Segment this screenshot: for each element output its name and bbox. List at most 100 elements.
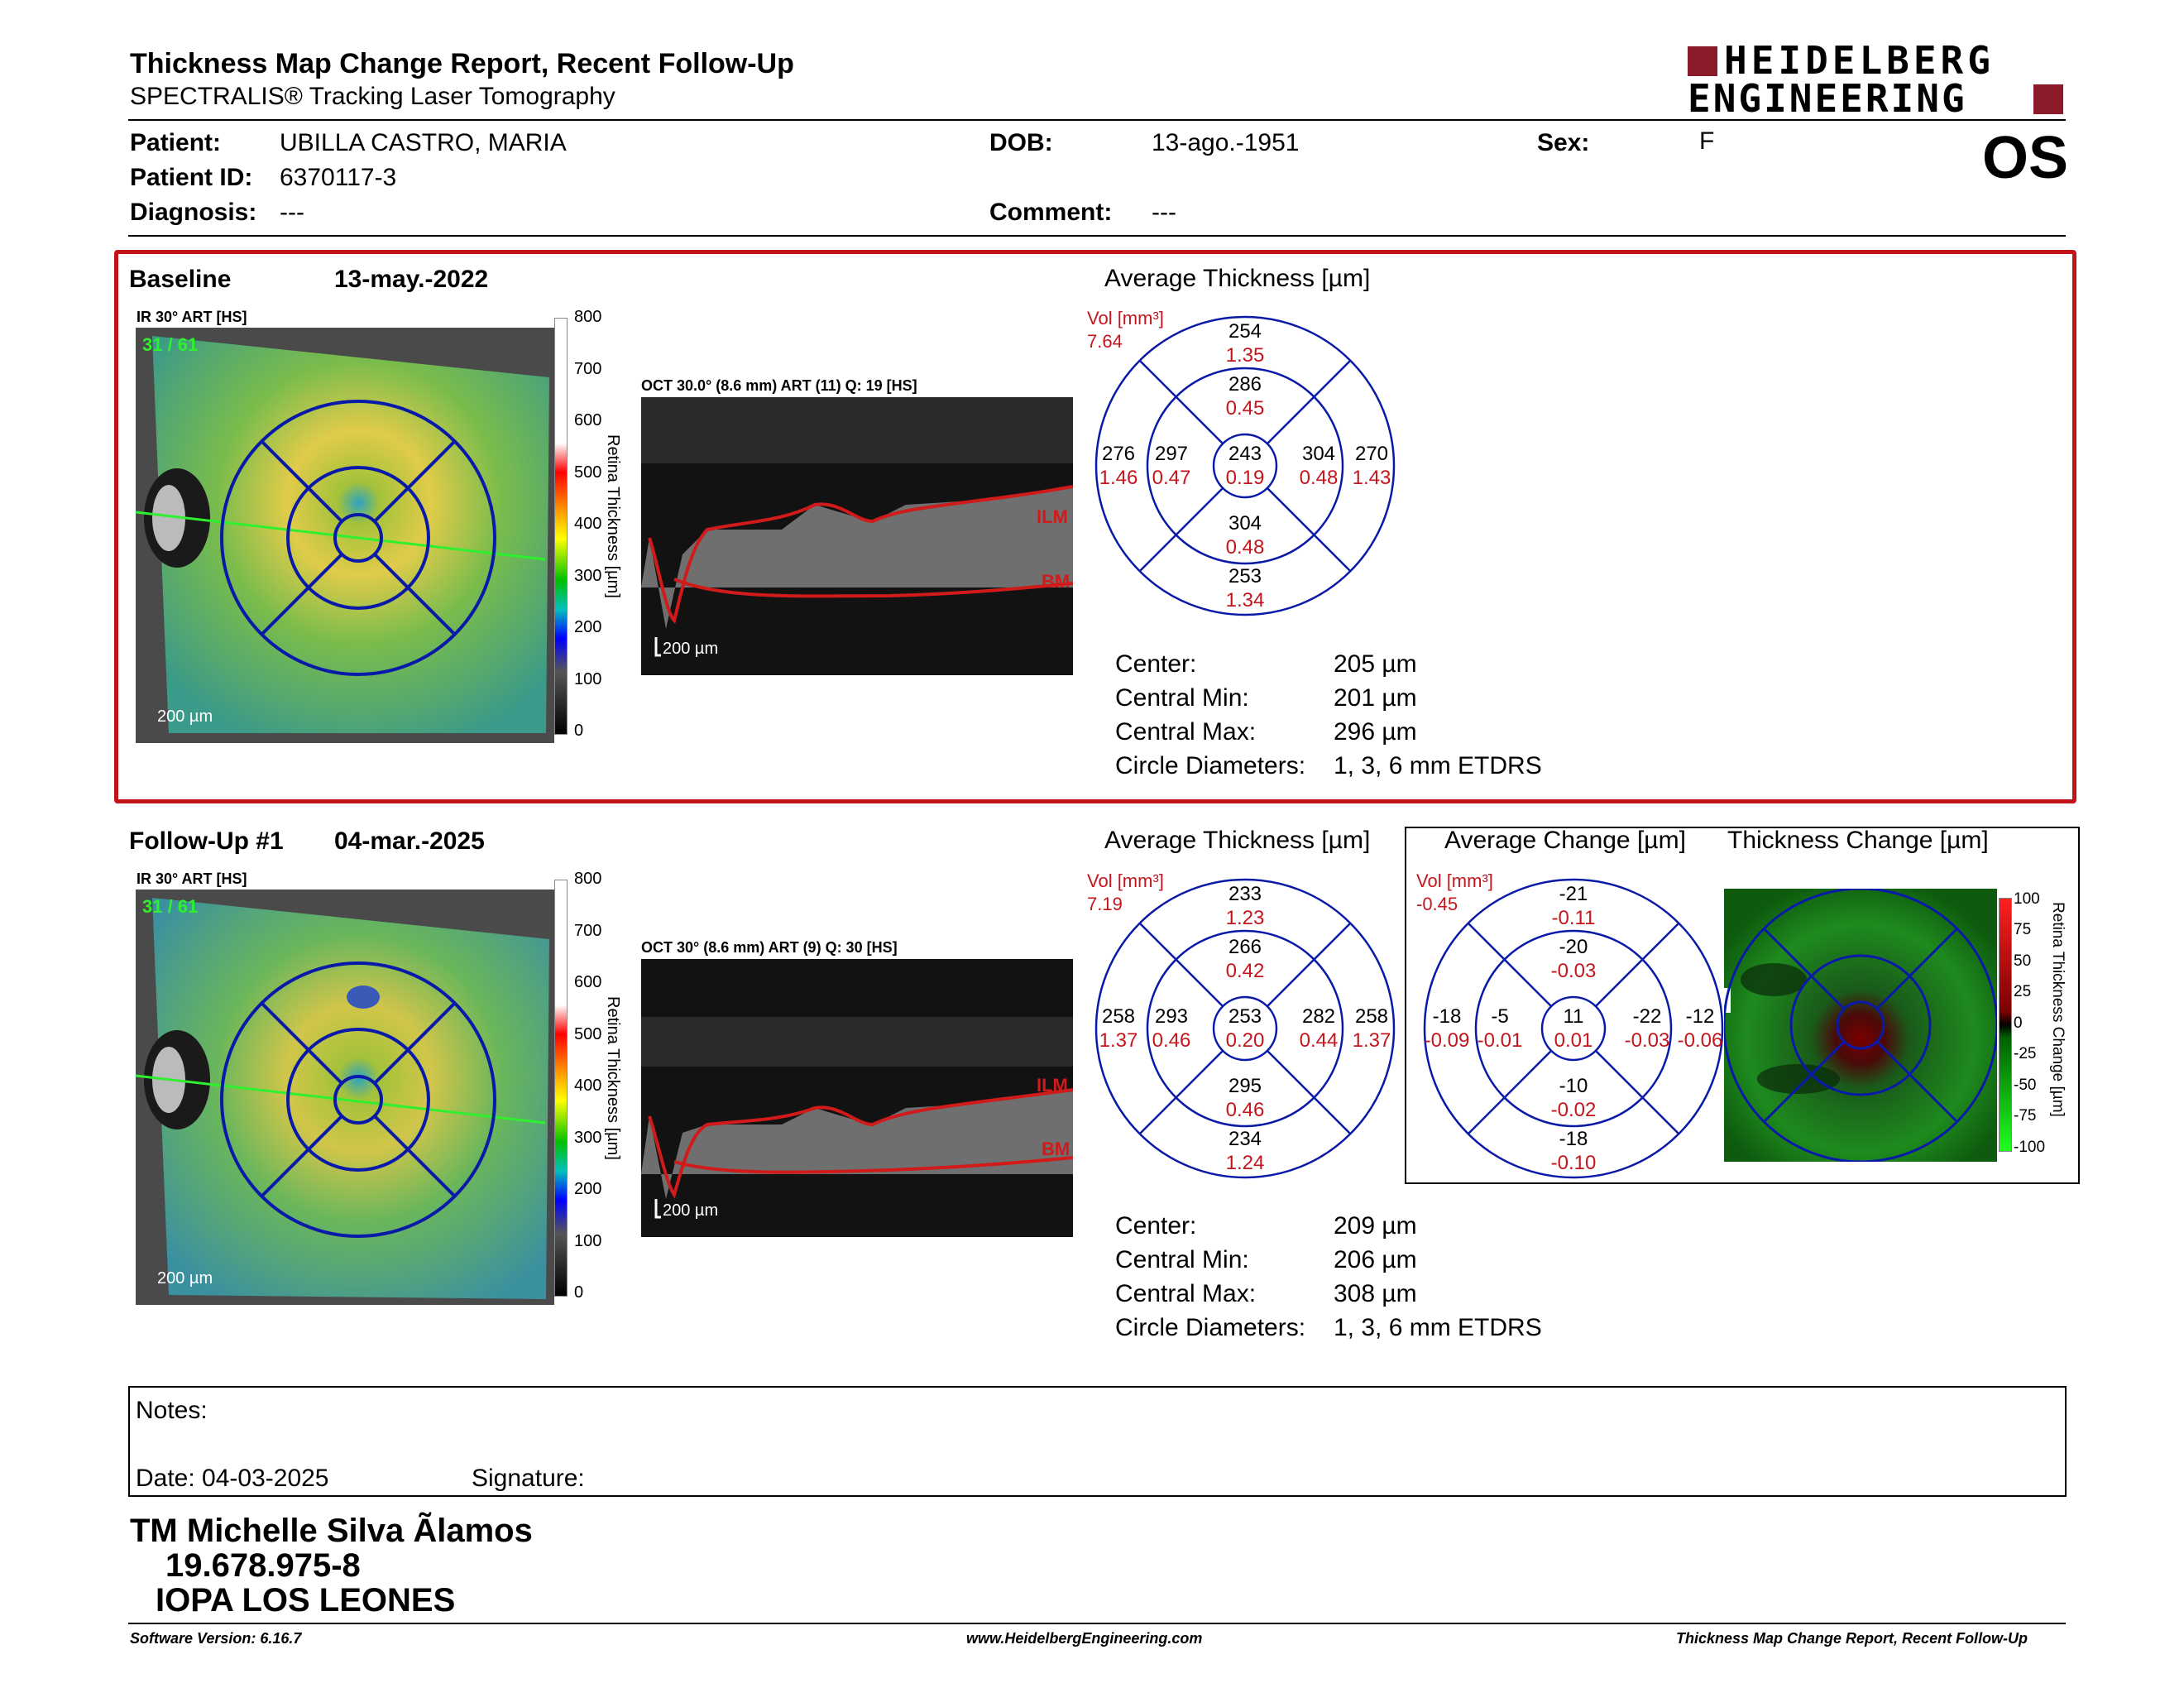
eye-indicator: OS bbox=[1982, 125, 2069, 191]
baseline-etdrs-grid: 2541.352860.452430.193040.482531.342761.… bbox=[1094, 315, 1396, 616]
scale-tick-label: 500 bbox=[574, 1024, 602, 1043]
scale-tick-label: 700 bbox=[574, 359, 602, 378]
followup-color-scale bbox=[554, 880, 568, 1297]
grid-outer-left-thickness: 258 bbox=[1102, 1005, 1135, 1028]
change-color-scale bbox=[1999, 898, 2012, 1152]
grid-outer-bottom-volume: 1.34 bbox=[1226, 589, 1265, 611]
followup-ilm-label: ILM bbox=[1037, 1075, 1068, 1096]
report-title: Thickness Map Change Report, Recent Foll… bbox=[130, 48, 794, 79]
patient-id-label: Patient ID: bbox=[130, 164, 253, 191]
signature-name: TM Michelle Silva Ãlamos bbox=[130, 1513, 533, 1549]
change-etdrs-grid: -21-0.11-20-0.03110.01-10-0.02-18-0.10-1… bbox=[1423, 878, 1724, 1179]
footer-website[interactable]: www.HeidelbergEngineering.com bbox=[966, 1630, 1203, 1647]
grid-outer-left-thickness: 276 bbox=[1102, 443, 1135, 465]
grid-inner-left-volume: 0.46 bbox=[1152, 1029, 1191, 1052]
followup-bm-label: BM bbox=[1042, 1139, 1070, 1159]
scale-tick-label: 800 bbox=[574, 308, 602, 326]
patient-divider bbox=[128, 235, 2066, 237]
grid-inner-left-thickness: 297 bbox=[1155, 443, 1188, 465]
scale-tick-label: 200 bbox=[574, 618, 602, 636]
heidelberg-logo: HEIDELBERG ENGINEERING bbox=[1688, 38, 2068, 121]
followup-min-label: Central Min: bbox=[1115, 1246, 1249, 1273]
change-grid-center-thickness: 11 bbox=[1564, 1005, 1584, 1028]
change-vol-value: -0.45 bbox=[1416, 894, 1458, 914]
logo-line1: HEIDELBERG bbox=[1724, 38, 1995, 83]
scale-tick-label: 100 bbox=[2014, 890, 2040, 908]
followup-vol-value: 7.19 bbox=[1087, 894, 1123, 914]
grid-inner-bottom-thickness: 304 bbox=[1228, 512, 1262, 535]
change-grid-title: Average Change [µm] bbox=[1444, 827, 1686, 854]
followup-frame-counter: 31 / 61 bbox=[142, 896, 198, 917]
sex-label: Sex: bbox=[1537, 129, 1590, 156]
followup-ir-caption: IR 30° ART [HS] bbox=[136, 870, 247, 887]
scale-tick-label: 400 bbox=[574, 1077, 602, 1095]
grid-outer-top-thickness: 254 bbox=[1228, 320, 1262, 343]
notes-signature-label: Signature: bbox=[472, 1465, 585, 1492]
followup-thickness-map: 31 / 61 200 µm bbox=[136, 890, 554, 1305]
scale-tick-label: 300 bbox=[574, 1128, 602, 1147]
signature-id: 19.678.975-8 bbox=[165, 1547, 361, 1584]
baseline-ilm-label: ILM bbox=[1037, 506, 1068, 527]
footer-software-version: Software Version: 6.16.7 bbox=[130, 1630, 302, 1647]
grid-inner-top-thickness: 286 bbox=[1228, 373, 1262, 396]
change-grid-outer-bottom-volume: -0.10 bbox=[1551, 1152, 1597, 1174]
change-grid-outer-top-volume: -0.11 bbox=[1552, 907, 1596, 929]
followup-label: Follow-Up #1 bbox=[129, 827, 284, 855]
comment-label: Comment: bbox=[989, 199, 1113, 226]
baseline-circle-value: 1, 3, 6 mm ETDRS bbox=[1334, 752, 1542, 779]
header-divider bbox=[128, 119, 2066, 121]
scale-tick-label: 0 bbox=[574, 722, 584, 740]
grid-center-thickness: 243 bbox=[1228, 443, 1262, 465]
scale-tick-label: 600 bbox=[574, 973, 602, 991]
followup-etdrs-grid: 2331.232660.422530.202950.462341.242581.… bbox=[1094, 878, 1396, 1179]
followup-circle-label: Circle Diameters: bbox=[1115, 1314, 1306, 1341]
dob-value: 13-ago.-1951 bbox=[1152, 129, 1300, 156]
grid-outer-top-volume: 1.35 bbox=[1226, 344, 1265, 367]
change-grid-inner-left-volume: -0.01 bbox=[1478, 1029, 1523, 1052]
notes-box[interactable] bbox=[128, 1386, 2067, 1497]
baseline-map-scale-label: 200 µm bbox=[157, 707, 213, 726]
grid-inner-bottom-volume: 0.46 bbox=[1226, 1099, 1265, 1121]
baseline-center-value: 205 µm bbox=[1334, 650, 1417, 678]
scale-tick-label: -25 bbox=[2014, 1045, 2037, 1063]
diagnosis-value: --- bbox=[280, 199, 304, 226]
notes-date: Date: 04-03-2025 bbox=[136, 1465, 329, 1492]
followup-oct-scale-label: 200 µm bbox=[663, 1201, 718, 1220]
scale-tick-label: -75 bbox=[2014, 1107, 2037, 1125]
baseline-scale-title: Retina Thickness [µm] bbox=[604, 434, 622, 598]
logo-square-bottom bbox=[2033, 84, 2063, 114]
grid-outer-right-thickness: 270 bbox=[1355, 443, 1388, 465]
diagnosis-label: Diagnosis: bbox=[130, 199, 257, 226]
grid-inner-bottom-thickness: 295 bbox=[1228, 1075, 1262, 1097]
grid-outer-left-volume: 1.37 bbox=[1099, 1029, 1138, 1052]
change-scale-title: Retina Thickness Change [µm] bbox=[2049, 902, 2067, 1117]
patient-name: UBILLA CASTRO, MARIA bbox=[280, 129, 567, 156]
logo-square-top bbox=[1688, 46, 1717, 76]
followup-circle-value: 1, 3, 6 mm ETDRS bbox=[1334, 1314, 1542, 1341]
dob-label: DOB: bbox=[989, 129, 1053, 156]
comment-value: --- bbox=[1152, 199, 1176, 226]
thickness-change-title: Thickness Change [µm] bbox=[1727, 827, 1989, 854]
scale-tick-label: 25 bbox=[2014, 983, 2032, 1001]
change-grid-inner-right-volume: -0.03 bbox=[1625, 1029, 1670, 1052]
grid-outer-bottom-volume: 1.24 bbox=[1226, 1152, 1265, 1174]
change-grid-center-volume: 0.01 bbox=[1554, 1029, 1593, 1052]
patient-id-value: 6370117-3 bbox=[280, 164, 397, 191]
change-grid-outer-right-thickness: -12 bbox=[1686, 1005, 1715, 1028]
grid-inner-left-thickness: 293 bbox=[1155, 1005, 1188, 1028]
footer-divider bbox=[128, 1623, 2066, 1624]
grid-inner-right-thickness: 282 bbox=[1302, 1005, 1335, 1028]
change-grid-inner-top-volume: -0.03 bbox=[1551, 960, 1597, 982]
grid-outer-right-volume: 1.37 bbox=[1353, 1029, 1391, 1052]
baseline-oct-scale-label: 200 µm bbox=[663, 640, 718, 658]
change-grid-inner-top-thickness: -20 bbox=[1559, 936, 1588, 958]
grid-outer-top-volume: 1.23 bbox=[1226, 907, 1265, 929]
baseline-circle-label: Circle Diameters: bbox=[1115, 752, 1306, 779]
grid-inner-right-volume: 0.48 bbox=[1300, 467, 1339, 489]
scale-tick-label: 100 bbox=[574, 1231, 602, 1250]
baseline-oct-caption: OCT 30.0° (8.6 mm) ART (11) Q: 19 [HS] bbox=[641, 377, 917, 394]
baseline-label: Baseline bbox=[129, 266, 232, 293]
change-grid-outer-top-thickness: -21 bbox=[1559, 883, 1588, 905]
followup-vol-label: Vol [mm³] bbox=[1087, 870, 1164, 891]
scale-tick-label: -100 bbox=[2014, 1138, 2046, 1156]
